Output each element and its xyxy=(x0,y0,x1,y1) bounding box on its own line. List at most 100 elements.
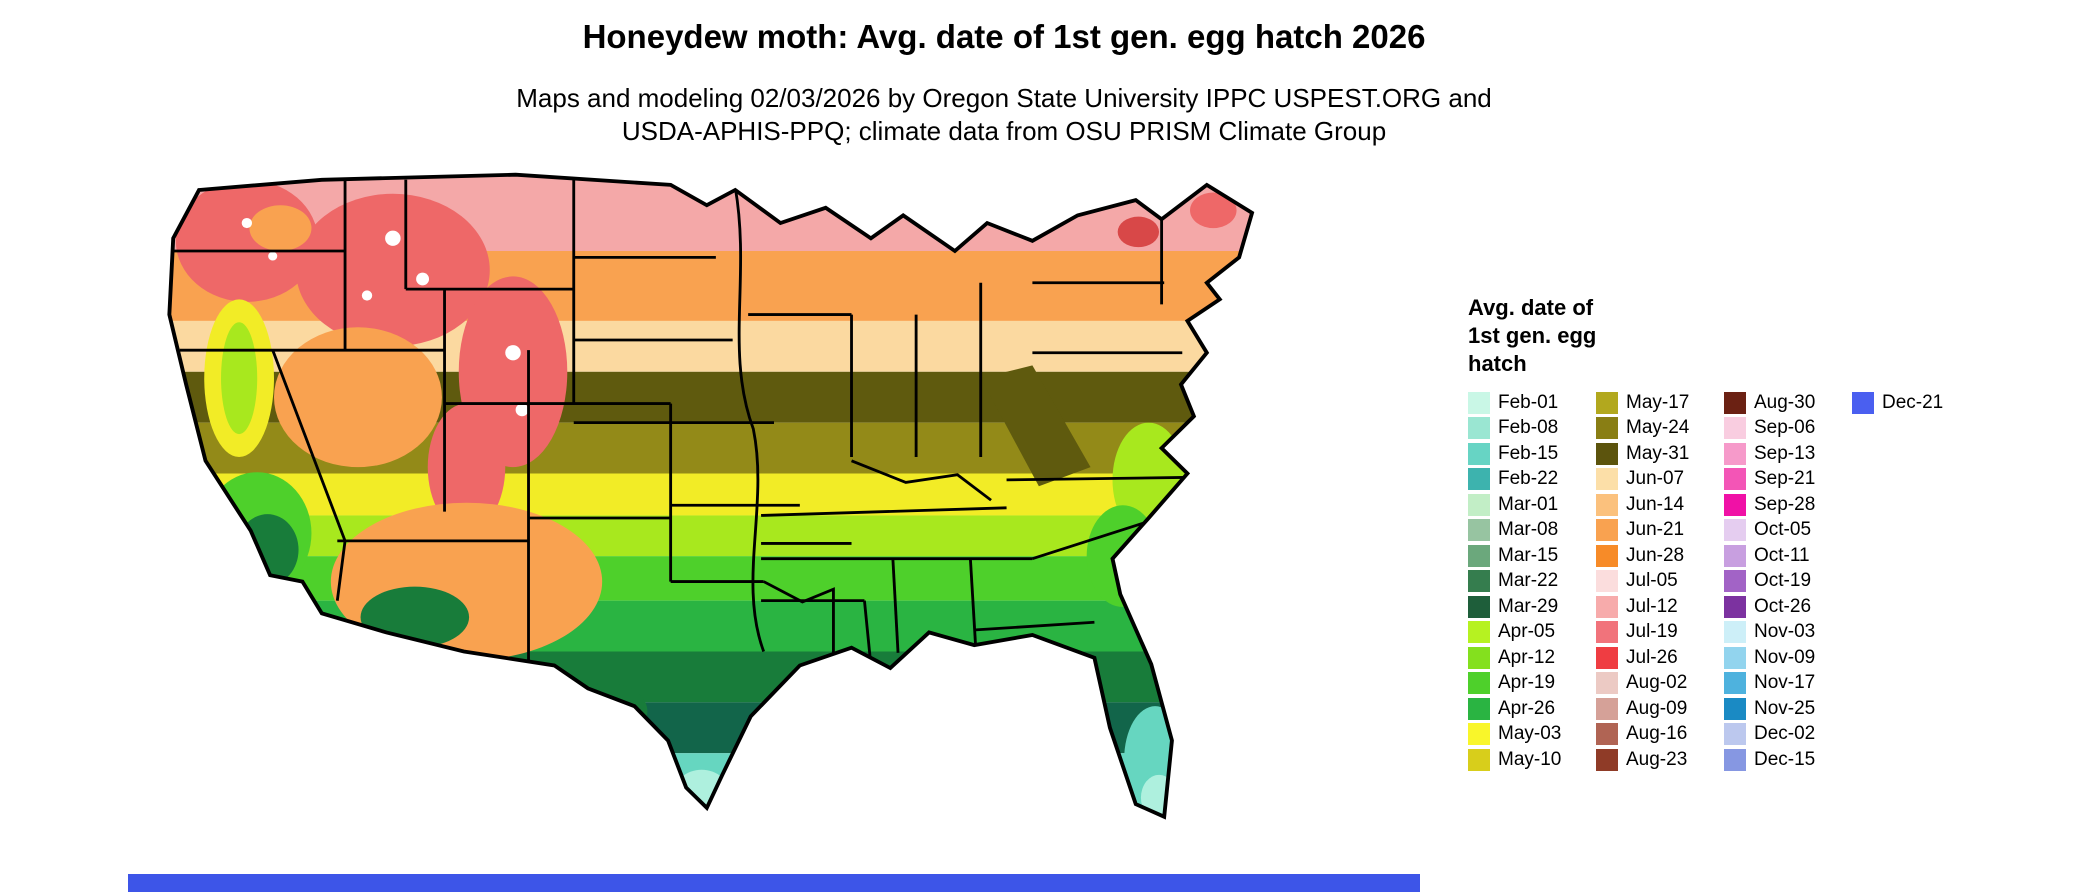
legend-entry: Feb-22 xyxy=(1468,467,1596,493)
legend-entry: Jun-21 xyxy=(1596,518,1724,544)
snow-patch xyxy=(241,217,253,229)
legend-date-label: Dec-15 xyxy=(1754,748,1816,770)
legend-date-label: May-10 xyxy=(1498,748,1562,770)
legend-date-label: May-17 xyxy=(1626,391,1690,413)
legend-entry: May-31 xyxy=(1596,441,1724,467)
legend-date-label: Feb-15 xyxy=(1498,442,1559,464)
legend-color-swatch xyxy=(1724,621,1746,644)
legend-date-label: May-03 xyxy=(1498,723,1562,745)
legend-entry: Mar-08 xyxy=(1468,518,1596,544)
legend-color-swatch xyxy=(1724,544,1746,567)
legend-date-label: Aug-23 xyxy=(1626,748,1688,770)
legend-entry: Aug-09 xyxy=(1596,696,1724,722)
legend-date-label: Nov-03 xyxy=(1754,621,1816,643)
legend-entry: Oct-05 xyxy=(1724,518,1852,544)
legend-color-swatch xyxy=(1468,570,1490,593)
legend-entry: Aug-02 xyxy=(1596,671,1724,697)
legend-color-swatch xyxy=(1724,391,1746,414)
legend-entry: Feb-08 xyxy=(1468,416,1596,442)
legend-entry: Sep-13 xyxy=(1724,441,1852,467)
us-map-svg xyxy=(167,172,1255,820)
legend-date-label: Sep-28 xyxy=(1754,493,1816,515)
legend-color-swatch xyxy=(1468,468,1490,491)
legend-date-label: Aug-30 xyxy=(1754,391,1816,413)
legend-columns: Feb-01 Feb-08 Feb-15 Feb-22 Mar-01 Mar-08 Mar-… xyxy=(1468,390,2028,773)
legend-date-label: Oct-05 xyxy=(1754,519,1812,541)
legend-entry: Apr-05 xyxy=(1468,620,1596,646)
legend-color-swatch xyxy=(1468,493,1490,516)
great-basin-orange-zone xyxy=(273,327,442,468)
legend-date-label: Oct-19 xyxy=(1754,570,1812,592)
legend-color-swatch xyxy=(1596,697,1618,720)
band-may03-yellow xyxy=(169,473,1253,516)
legend-date-label: Dec-21 xyxy=(1882,391,1944,413)
legend-color-swatch xyxy=(1468,697,1490,720)
legend-column: Feb-01 Feb-08 Feb-15 Feb-22 Mar-01 Mar-08 Mar-… xyxy=(1468,390,1596,773)
legend-date-label: Jun-07 xyxy=(1626,468,1685,490)
legend-color-swatch xyxy=(1468,646,1490,669)
adirondack-red-zone xyxy=(1117,216,1160,248)
legend-date-label: Jun-28 xyxy=(1626,544,1685,566)
snow-patch xyxy=(385,230,401,246)
legend-entry: Dec-21 xyxy=(1852,390,1980,416)
legend-entry: Apr-26 xyxy=(1468,696,1596,722)
legend-color-swatch xyxy=(1468,723,1490,746)
legend-date-label: Nov-09 xyxy=(1754,646,1816,668)
legend-date-label: Aug-02 xyxy=(1626,672,1688,694)
legend-entry: Dec-15 xyxy=(1724,747,1852,773)
legend-color-swatch xyxy=(1468,544,1490,567)
legend-entry: Apr-12 xyxy=(1468,645,1596,671)
legend-date-label: Jul-19 xyxy=(1626,621,1678,643)
legend-entry: Sep-28 xyxy=(1724,492,1852,518)
legend-entry: Feb-01 xyxy=(1468,390,1596,416)
legend-date-label: Apr-19 xyxy=(1498,672,1556,694)
legend-entry: Aug-16 xyxy=(1596,722,1724,748)
legend-date-label: Jul-12 xyxy=(1626,595,1678,617)
legend-entry: Apr-19 xyxy=(1468,671,1596,697)
legend-color-swatch xyxy=(1724,570,1746,593)
legend-color-swatch xyxy=(1724,417,1746,440)
legend-color-swatch xyxy=(1724,493,1746,516)
snow-patch xyxy=(505,345,521,361)
state-borders xyxy=(173,174,1193,671)
legend-color-swatch xyxy=(1468,442,1490,465)
legend-date-label: Oct-11 xyxy=(1754,544,1810,566)
snow-patch xyxy=(416,272,430,286)
legend-color-swatch xyxy=(1596,748,1618,771)
legend-entry: May-03 xyxy=(1468,722,1596,748)
legend-column: Aug-30 Sep-06 Sep-13 Sep-21 Sep-28 Oct-05 Oct-… xyxy=(1724,390,1852,773)
columbia-basin-orange-zone xyxy=(249,205,312,251)
legend-color-swatch xyxy=(1724,595,1746,618)
bottom-blue-bar xyxy=(128,874,1420,892)
legend-date-label: Apr-05 xyxy=(1498,621,1556,643)
legend-entry: May-10 xyxy=(1468,747,1596,773)
legend-entry: Sep-21 xyxy=(1724,467,1852,493)
legend-date-label: Jun-21 xyxy=(1626,519,1685,541)
legend-color-swatch xyxy=(1596,544,1618,567)
legend-date-label: Feb-01 xyxy=(1498,391,1559,413)
legend-color-swatch xyxy=(1724,646,1746,669)
maine-red-zone xyxy=(1190,192,1237,229)
legend-date-label: Nov-17 xyxy=(1754,672,1816,694)
legend-entry: Jun-14 xyxy=(1596,492,1724,518)
northern-rockies-red-zone xyxy=(295,193,490,347)
legend-date-label: May-31 xyxy=(1626,442,1690,464)
legend-entry: Aug-30 xyxy=(1724,390,1852,416)
legend-column: Dec-21 xyxy=(1852,390,1980,773)
legend-color-swatch xyxy=(1596,468,1618,491)
legend-date-label: Oct-26 xyxy=(1754,595,1812,617)
legend-color-swatch xyxy=(1596,570,1618,593)
central-valley-green-core xyxy=(221,322,258,435)
legend-color-swatch xyxy=(1468,417,1490,440)
legend-color-swatch xyxy=(1468,391,1490,414)
legend-color-swatch xyxy=(1596,391,1618,414)
legend-entry: Nov-17 xyxy=(1724,671,1852,697)
legend-entry: Feb-15 xyxy=(1468,441,1596,467)
snow-patch xyxy=(515,403,529,417)
legend-color-swatch xyxy=(1596,442,1618,465)
map-subtitle-line2: USDA-APHIS-PPQ; climate data from OSU PR… xyxy=(621,116,1387,146)
us-phenology-map xyxy=(128,162,1420,874)
legend-date-label: Aug-16 xyxy=(1626,723,1688,745)
legend-date-label: Sep-21 xyxy=(1754,468,1816,490)
band-feb-aqua xyxy=(169,753,1253,817)
